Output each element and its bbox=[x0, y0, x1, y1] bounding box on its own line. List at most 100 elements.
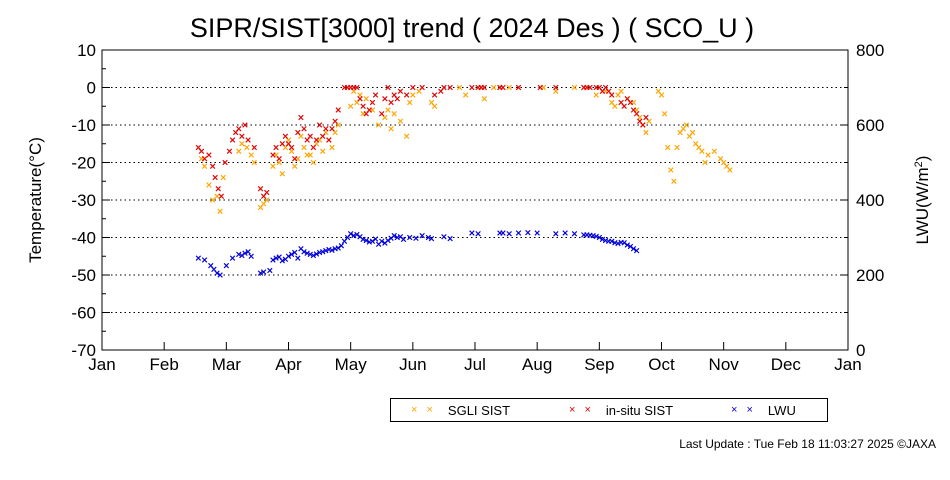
plot-marks bbox=[195, 84, 733, 278]
data-point-insitu bbox=[633, 111, 640, 117]
data-point-insitu bbox=[431, 92, 438, 98]
data-point-insitu bbox=[385, 84, 391, 91]
y2-axis-label-main: LWU(W/m bbox=[913, 167, 932, 244]
x-tick-label: Aug bbox=[522, 355, 552, 374]
data-point-insitu bbox=[643, 114, 649, 121]
y-tick-label: -10 bbox=[71, 116, 96, 135]
data-point-insitu bbox=[469, 84, 475, 91]
data-point-insitu bbox=[316, 122, 323, 128]
data-point-insitu bbox=[537, 84, 543, 91]
data-point-lwu bbox=[310, 252, 317, 259]
data-point-sgli bbox=[201, 163, 208, 169]
data-point-lwu bbox=[347, 231, 354, 237]
legend-item-insitu: × × in-situ SIST bbox=[569, 403, 709, 418]
data-point-insitu bbox=[279, 141, 285, 147]
data-point-sgli bbox=[699, 148, 705, 154]
data-point-insitu bbox=[201, 156, 208, 162]
data-point-insitu bbox=[515, 84, 522, 91]
data-point-lwu bbox=[313, 251, 320, 257]
data-point-lwu bbox=[428, 235, 435, 242]
data-point-lwu bbox=[195, 255, 202, 261]
data-point-insitu bbox=[310, 144, 317, 151]
data-point-lwu bbox=[288, 251, 295, 258]
data-point-insitu bbox=[242, 122, 248, 128]
data-point-sgli bbox=[689, 129, 696, 136]
data-point-lwu bbox=[292, 249, 298, 256]
data-point-lwu bbox=[407, 234, 413, 241]
data-point-lwu bbox=[236, 251, 242, 258]
data-point-sgli bbox=[490, 84, 497, 91]
data-point-sgli bbox=[674, 144, 680, 151]
last-update-footer: Last Update : Tue Feb 18 11:03:27 2025 ©… bbox=[679, 437, 936, 451]
data-point-insitu bbox=[621, 103, 627, 109]
data-point-sgli bbox=[236, 148, 242, 154]
data-point-insitu bbox=[298, 114, 304, 121]
data-point-lwu bbox=[391, 232, 397, 239]
legend-label-insitu: in-situ SIST bbox=[605, 402, 674, 418]
y-tick-label: -20 bbox=[71, 154, 96, 173]
data-point-lwu bbox=[360, 236, 366, 243]
data-point-insitu bbox=[292, 156, 298, 162]
data-point-sgli bbox=[391, 111, 397, 117]
data-point-insitu bbox=[218, 193, 225, 199]
data-point-lwu bbox=[295, 255, 301, 261]
data-point-lwu bbox=[372, 236, 379, 242]
legend-item-lwu: × × LWU bbox=[731, 403, 796, 418]
legend-marker-lwu: × × bbox=[731, 404, 756, 416]
data-point-insitu bbox=[394, 96, 400, 102]
data-point-insitu bbox=[236, 126, 242, 132]
data-point-insitu bbox=[307, 133, 313, 139]
data-point-lwu bbox=[475, 231, 481, 237]
data-point-insitu bbox=[419, 84, 425, 91]
data-point-insitu bbox=[276, 156, 282, 162]
legend-marker-sgli: × × bbox=[411, 404, 436, 416]
data-point-lwu bbox=[320, 249, 326, 255]
x-tick-label: Feb bbox=[150, 355, 179, 374]
data-point-insitu bbox=[323, 126, 329, 132]
x-tick-label: Oct bbox=[648, 355, 675, 374]
data-point-sgli bbox=[248, 152, 254, 158]
y2-tick-label: 800 bbox=[856, 41, 884, 60]
data-point-lwu bbox=[323, 247, 329, 254]
data-point-sgli bbox=[375, 122, 382, 128]
data-point-insitu bbox=[335, 107, 341, 113]
data-point-insitu bbox=[206, 152, 212, 158]
data-point-lwu bbox=[609, 238, 615, 244]
x-tick-label: Jun bbox=[399, 355, 426, 374]
data-point-insitu bbox=[209, 163, 216, 169]
data-point-lwu bbox=[363, 237, 369, 244]
data-point-insitu bbox=[379, 111, 385, 117]
data-point-insitu bbox=[366, 107, 373, 113]
data-point-insitu bbox=[273, 144, 279, 151]
data-point-sgli bbox=[407, 99, 413, 106]
data-point-lwu bbox=[413, 235, 419, 241]
data-point-sgli bbox=[244, 144, 250, 151]
y2-axis-label-exp: 2 bbox=[913, 161, 925, 167]
data-point-sgli bbox=[506, 84, 512, 91]
data-point-sgli bbox=[571, 84, 578, 91]
data-point-sgli bbox=[683, 122, 690, 128]
data-point-insitu bbox=[270, 152, 276, 158]
data-point-lwu bbox=[500, 230, 506, 236]
data-point-insitu bbox=[553, 84, 559, 91]
data-point-lwu bbox=[469, 230, 475, 236]
data-point-insitu bbox=[295, 129, 301, 136]
data-point-lwu bbox=[627, 243, 634, 250]
x-tick-label: Jan bbox=[88, 355, 115, 374]
data-point-sgli bbox=[292, 163, 298, 169]
x-tick-label: Sep bbox=[584, 355, 614, 374]
data-point-lwu bbox=[239, 252, 245, 259]
data-point-insitu bbox=[587, 84, 593, 91]
data-point-sgli bbox=[658, 92, 665, 98]
y-tick-label: -30 bbox=[71, 191, 96, 210]
data-point-lwu bbox=[562, 230, 568, 236]
y2-axis-label: LWU(W/m2) bbox=[913, 156, 932, 245]
data-point-sgli bbox=[705, 152, 711, 158]
data-point-sgli bbox=[618, 88, 624, 94]
data-point-insitu bbox=[410, 84, 416, 91]
data-point-insitu bbox=[360, 103, 366, 109]
data-point-insitu bbox=[403, 92, 410, 98]
data-point-lwu bbox=[242, 250, 248, 256]
data-point-lwu bbox=[304, 250, 310, 256]
data-point-lwu bbox=[335, 245, 341, 251]
